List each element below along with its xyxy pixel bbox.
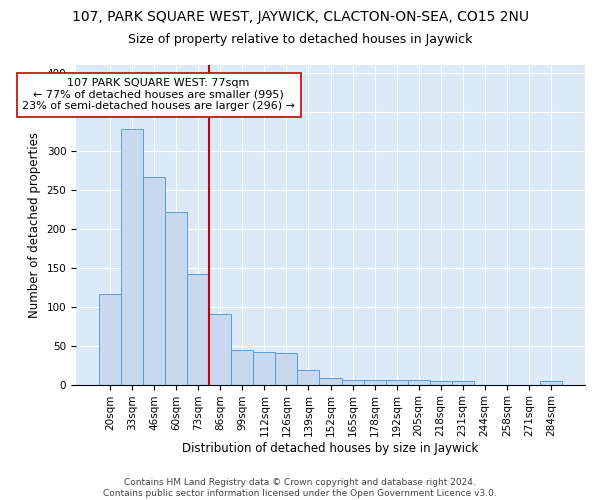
Bar [430,382,452,384]
Bar [232,350,253,384]
Bar [143,177,165,384]
Bar [165,212,187,384]
Bar [187,274,209,384]
Bar [298,370,319,384]
Bar [253,352,275,384]
Bar [452,382,474,384]
Bar [99,294,121,384]
Bar [341,380,364,384]
Bar [407,380,430,384]
X-axis label: Distribution of detached houses by size in Jaywick: Distribution of detached houses by size … [182,442,479,455]
Text: Size of property relative to detached houses in Jaywick: Size of property relative to detached ho… [128,32,472,46]
Text: 107 PARK SQUARE WEST: 77sqm
← 77% of detached houses are smaller (995)
23% of se: 107 PARK SQUARE WEST: 77sqm ← 77% of det… [22,78,295,112]
Bar [319,378,341,384]
Bar [386,380,407,384]
Text: Contains HM Land Registry data © Crown copyright and database right 2024.
Contai: Contains HM Land Registry data © Crown c… [103,478,497,498]
Bar [209,314,232,384]
Bar [121,129,143,384]
Bar [364,380,386,384]
Text: 107, PARK SQUARE WEST, JAYWICK, CLACTON-ON-SEA, CO15 2NU: 107, PARK SQUARE WEST, JAYWICK, CLACTON-… [71,10,529,24]
Bar [540,380,562,384]
Bar [275,352,298,384]
Y-axis label: Number of detached properties: Number of detached properties [28,132,41,318]
